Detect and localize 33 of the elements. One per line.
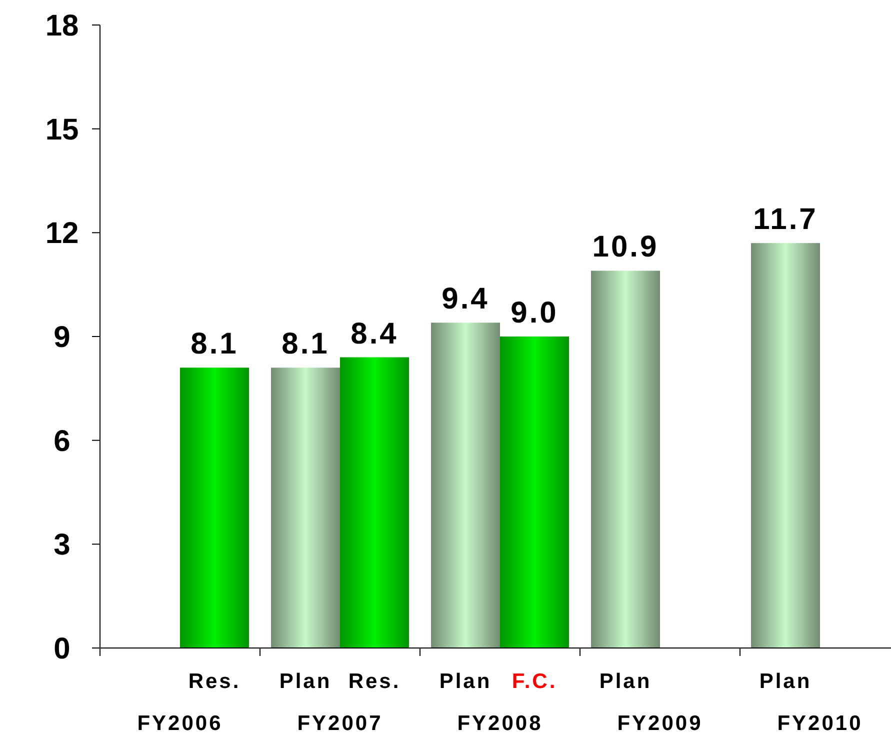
- x-tick-label: FY2006: [137, 712, 223, 735]
- y-tick-label: 3: [54, 528, 70, 562]
- y-tick-label: 18: [45, 10, 79, 42]
- x-tick-label: FY2010: [777, 712, 863, 735]
- text: Plan: [759, 670, 812, 693]
- y-tick-label: 0: [54, 632, 70, 666]
- y-tick-label: 9: [54, 321, 70, 354]
- y-tick-label: 15: [45, 113, 79, 146]
- data-label: 11.7: [753, 203, 818, 236]
- x-tick-label: FY2009: [617, 712, 703, 735]
- y-tick-label: 6: [54, 424, 70, 458]
- data-label: 8.4: [350, 317, 398, 350]
- data-label: 10.9: [592, 230, 659, 264]
- text: Plan: [599, 670, 652, 693]
- data-label: 8.1: [190, 328, 238, 361]
- text: Res.: [188, 670, 241, 693]
- bar: [500, 336, 569, 648]
- bar: [431, 322, 500, 648]
- text: Plan: [439, 670, 492, 693]
- bar: [591, 270, 660, 648]
- bar: [340, 357, 409, 648]
- data-label: 8.1: [282, 328, 330, 361]
- data-label: 9.0: [510, 296, 558, 330]
- legend-label: Res.: [348, 670, 401, 693]
- bar: [180, 368, 249, 648]
- legend-label: Plan: [279, 670, 332, 693]
- annotation: F.C.: [512, 670, 558, 693]
- y-tick-label: 12: [45, 217, 79, 250]
- bar: [271, 368, 340, 648]
- bar: [751, 243, 820, 648]
- data-label: 9.4: [442, 282, 490, 316]
- x-tick-label: FY2008: [457, 712, 543, 735]
- x-tick-label: FY2007: [297, 712, 383, 735]
